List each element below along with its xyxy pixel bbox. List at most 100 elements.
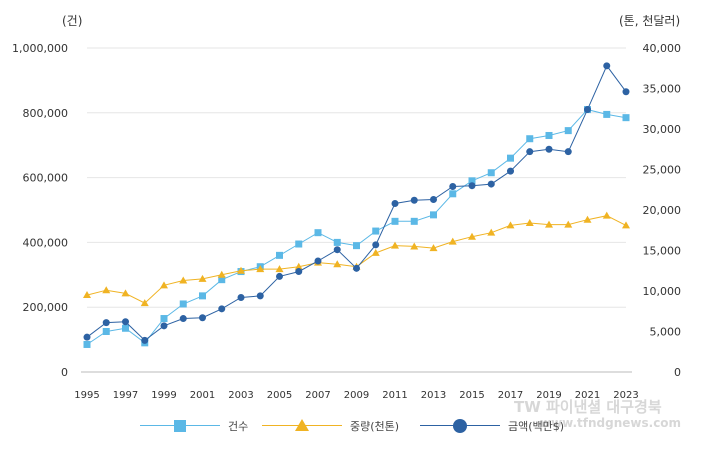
data-point-triangle [275,265,284,273]
data-point-square [507,154,514,162]
x-axis-tick-label: 2009 [344,390,369,401]
series-line-2 [86,64,627,342]
left-axis-tick-label: 800,000 [23,107,69,120]
data-point-triangle [525,218,534,226]
data-point-circle [526,148,534,156]
data-point-square [160,315,168,323]
data-point-circle [430,195,437,203]
data-point-triangle [429,244,438,252]
data-point-circle [372,241,380,249]
data-point-circle [314,257,322,265]
data-point-square [545,131,553,139]
x-axis-tick-label: 2007 [305,390,330,401]
data-point-square [314,229,322,237]
data-point-triangle [564,220,573,228]
data-point-circle [468,182,476,190]
data-point-triangle [179,276,188,284]
x-axis-tick-label: 1999 [151,390,176,401]
right-axis-tick-label: 10,000 [643,285,682,298]
triangle-marker-icon [295,419,309,431]
x-axis-tick-label: 2013 [421,390,446,401]
data-point-square [179,300,187,308]
x-axis-tick-label: 2021 [575,390,600,401]
data-point-circle [449,183,457,191]
data-point-triangle [506,221,515,229]
data-point-square [218,276,226,284]
data-point-square [83,340,91,348]
data-point-triangle [160,281,168,289]
data-point-triangle [468,232,476,240]
x-axis-tick-label: 2011 [382,390,407,401]
data-point-triangle [140,299,149,307]
right-axis-tick-label: 25,000 [643,164,682,177]
data-point-square [353,242,360,250]
data-point-square [430,211,437,219]
left-axis-tick-label: 0 [61,366,68,379]
data-point-square [295,240,303,248]
data-point-circle [256,292,264,300]
data-point-triangle [198,274,207,282]
data-point-circle [353,264,360,272]
data-point-circle [507,167,514,175]
data-point-square [603,110,611,118]
data-point-square [102,328,110,335]
legend: 건수 중량(천톤) 금액(백만$) [0,414,707,438]
data-point-circle [179,315,187,323]
data-point-circle [218,305,226,313]
square-marker-icon [174,420,186,432]
data-point-circle [584,106,591,114]
data-point-triangle [448,237,457,245]
x-axis-tick-label: 2015 [459,390,484,401]
x-axis-tick-label: 2005 [267,390,292,401]
data-point-triangle [602,211,611,219]
legend-label-amount: 금액(백만$) [508,420,565,433]
data-point-triangle [237,266,245,274]
data-point-circle [487,180,495,188]
data-point-square [468,177,476,185]
data-point-circle [199,314,206,322]
right-axis-tick-label: 30,000 [643,123,682,136]
data-point-triangle [371,248,380,256]
legend-label-weight: 중량(천톤) [350,420,400,433]
x-axis-tick-label: 2017 [498,390,523,401]
data-point-circle [102,319,110,327]
data-point-triangle [391,241,399,249]
left-axis-tick-label: 600,000 [23,172,69,185]
data-point-triangle [622,221,630,229]
data-point-circle [410,196,418,204]
x-axis-tick-label: 2003 [228,390,253,401]
data-point-square [564,127,572,135]
data-point-circle [564,148,572,156]
x-axis-tick-label: 2019 [536,390,561,401]
data-point-square [487,169,495,177]
data-point-circle [545,145,553,153]
right-axis-tick-label: 20,000 [643,204,682,217]
series-line-1 [86,215,627,304]
data-point-triangle [102,286,111,294]
data-point-triangle [83,291,91,299]
data-point-triangle [333,260,342,268]
data-point-square [276,251,283,259]
left-axis-tick-label: 400,000 [23,236,69,249]
data-point-square [622,114,630,122]
data-point-square [122,324,129,332]
data-point-triangle [410,242,419,250]
data-point-circle [141,336,149,344]
x-axis-tick-label: 1997 [113,390,138,401]
right-axis-tick-label: 35,000 [643,83,682,96]
data-point-circle [276,272,283,280]
series-line-0 [86,109,627,345]
data-point-triangle [121,289,130,297]
data-point-square [410,217,418,225]
left-axis-tick-label: 1,000,000 [12,42,68,55]
data-point-square [391,217,399,225]
data-point-circle [83,333,91,341]
left-axis-tick-label: 200,000 [23,301,69,314]
data-point-triangle [545,220,553,228]
data-point-square [199,292,206,300]
data-point-circle [603,62,611,70]
data-point-square [526,135,534,143]
right-axis-unit-label: (톤, 천달러) [619,14,681,28]
watermark-text: TW 파이낸셜 대구경북 [514,398,662,416]
